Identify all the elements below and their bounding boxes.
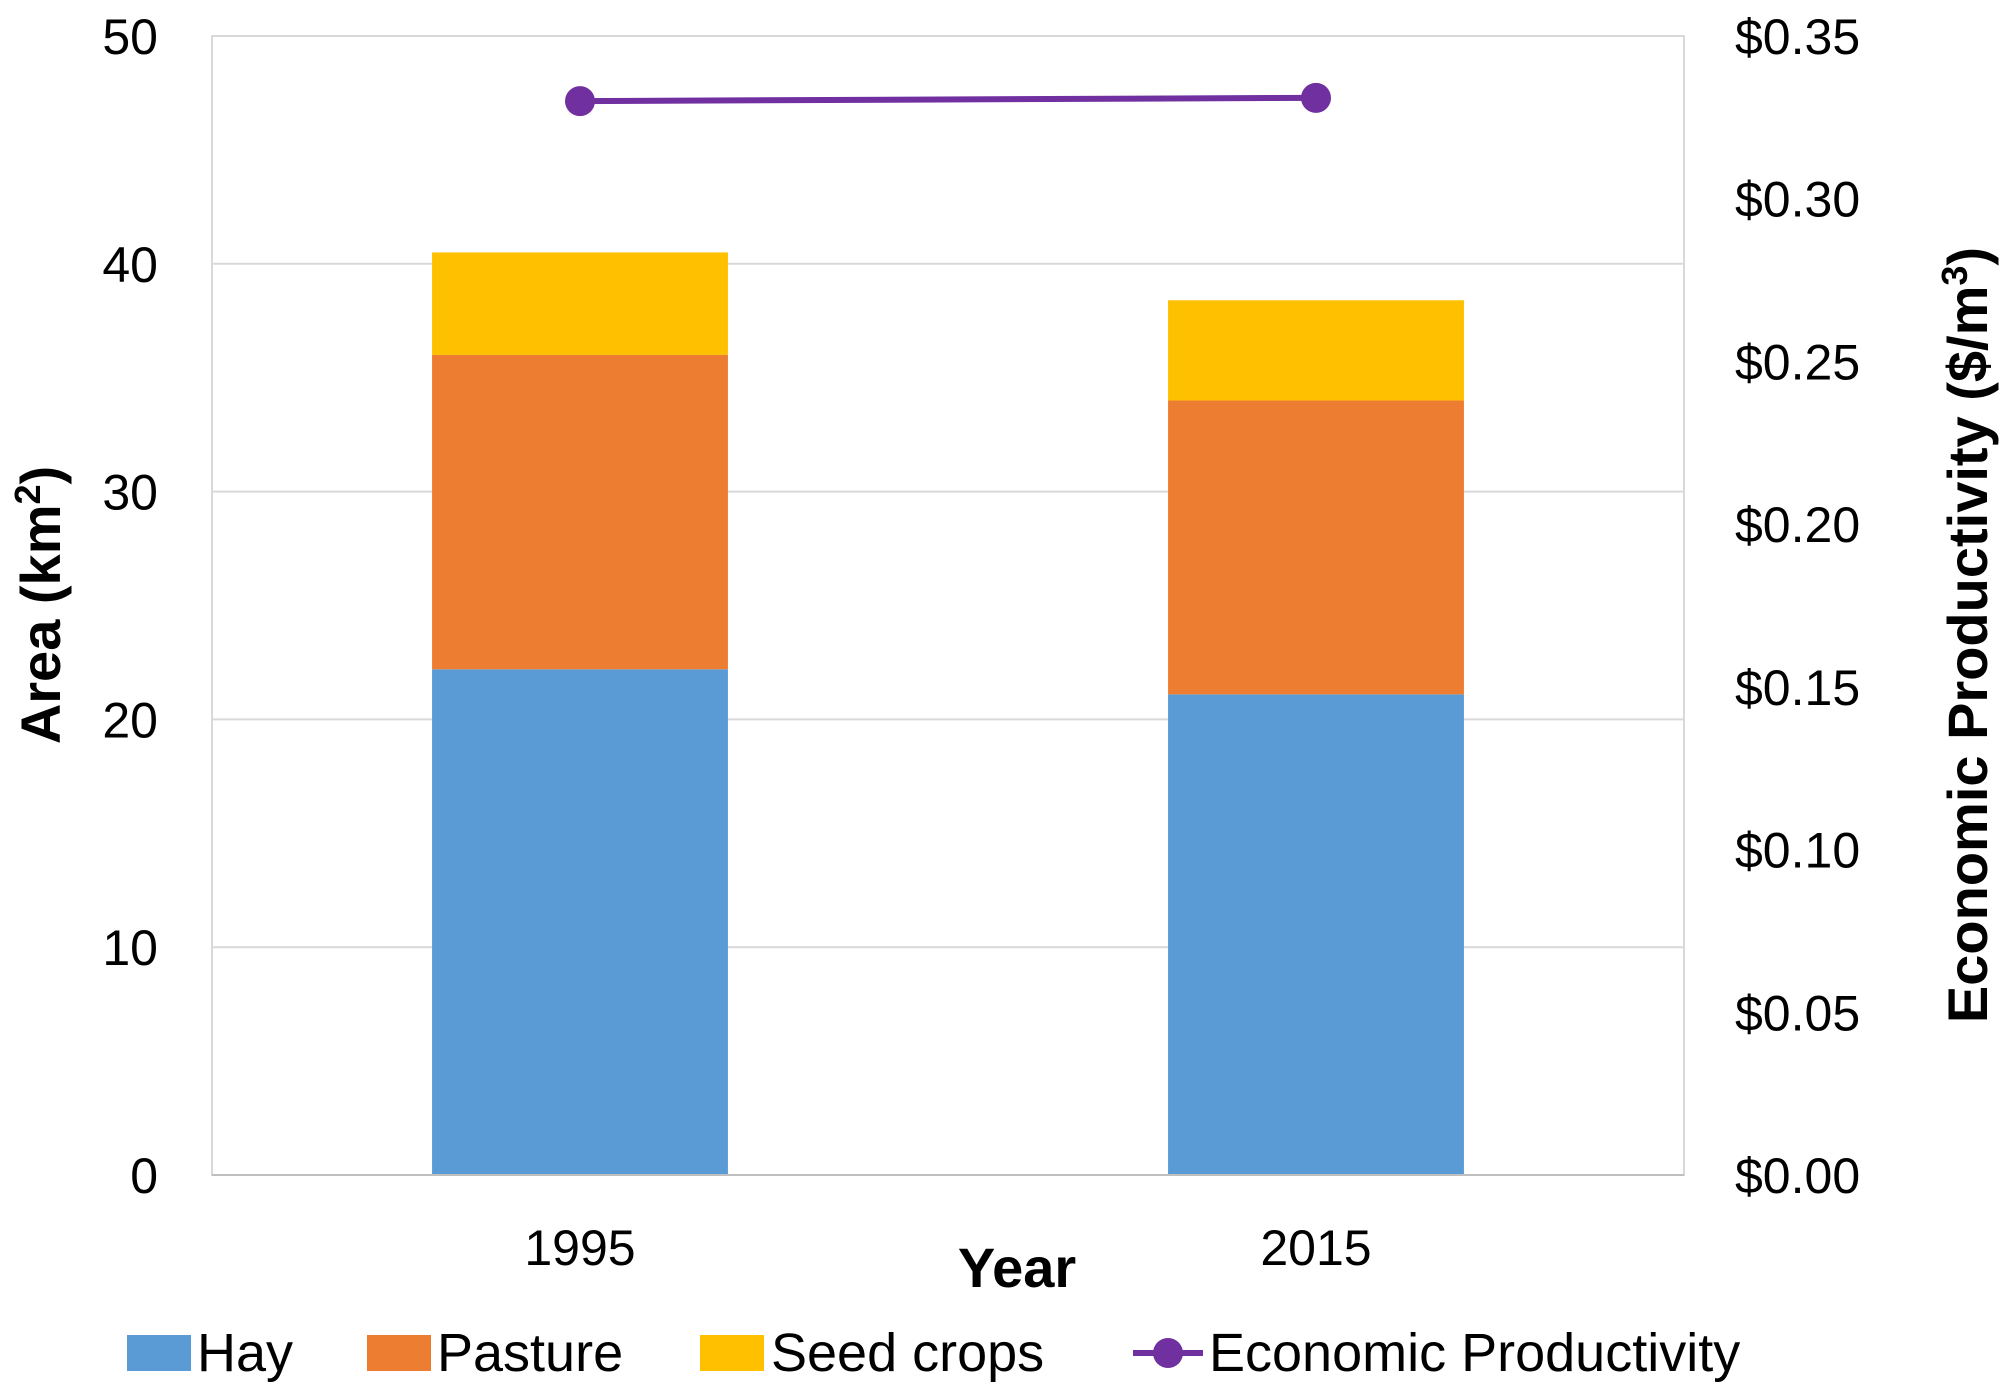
economic-productivity-line (565, 82, 1331, 117)
y-tick-label: 20 (102, 692, 158, 748)
legend-swatch-hay (127, 1335, 191, 1371)
y2-tick-label: $0.10 (1735, 823, 1860, 879)
y2-tick-label: $0.30 (1735, 172, 1860, 228)
y-axis-ticks: 0 10 20 30 40 50 (102, 9, 158, 1204)
y-tick-label: 30 (102, 465, 158, 521)
y-tick-label: 10 (102, 920, 158, 976)
bar-pasture-2015 (1168, 400, 1464, 695)
point-economic-productivity-1995 (565, 86, 595, 117)
y2-axis-ticks: $0.00 $0.05 $0.10 $0.15 $0.20 $0.25 $0.30 $0.35 (1735, 9, 1860, 1204)
legend-label-economic-productivity: Economic Productivity (1209, 1323, 1740, 1383)
bar-seed-crops-1995 (432, 252, 728, 355)
legend-item-economic-productivity: Economic Productivity (1133, 1323, 1740, 1383)
bars (432, 252, 1464, 1175)
point-economic-productivity-2015 (1301, 82, 1331, 113)
legend-item-pasture: Pasture (367, 1323, 623, 1383)
legend: Hay Pasture Seed crops Economic Producti… (127, 1323, 1740, 1383)
y2-tick-label: $0.05 (1735, 985, 1860, 1041)
bar-seed-crops-2015 (1168, 300, 1464, 401)
bar-pasture-1995 (432, 354, 728, 670)
bar-hay-2015 (1168, 694, 1464, 1175)
x-axis-ticks: 1995 2015 (524, 1220, 1371, 1276)
y2-tick-label: $0.15 (1735, 660, 1860, 716)
legend-label-hay: Hay (197, 1323, 293, 1383)
legend-label-pasture: Pasture (437, 1323, 623, 1383)
legend-marker-economic-productivity (1153, 1338, 1183, 1368)
y2-axis-title: Economic Productivity ($/m3) (1934, 247, 2000, 1023)
y2-tick-label: $0.00 (1735, 1148, 1860, 1204)
bar-hay-1995 (432, 669, 728, 1175)
y-tick-label: 40 (102, 237, 158, 293)
legend-swatch-pasture (367, 1335, 431, 1371)
legend-item-seed-crops: Seed crops (700, 1323, 1044, 1383)
y-axis-title: Area (km2) (7, 466, 73, 744)
y2-tick-label: $0.35 (1735, 9, 1860, 65)
x-axis-title: Year (958, 1236, 1076, 1299)
legend-swatch-seed-crops (700, 1335, 764, 1371)
y-tick-label: 50 (102, 9, 158, 65)
y2-tick-label: $0.20 (1735, 497, 1860, 553)
x-tick-label-2015: 2015 (1260, 1220, 1371, 1276)
line-economic-productivity (579, 94, 1317, 105)
y-tick-label: 0 (130, 1148, 158, 1204)
legend-label-seed-crops: Seed crops (771, 1323, 1044, 1383)
legend-item-hay: Hay (127, 1323, 293, 1383)
x-tick-label-1995: 1995 (524, 1220, 635, 1276)
y2-tick-label: $0.25 (1735, 334, 1860, 390)
